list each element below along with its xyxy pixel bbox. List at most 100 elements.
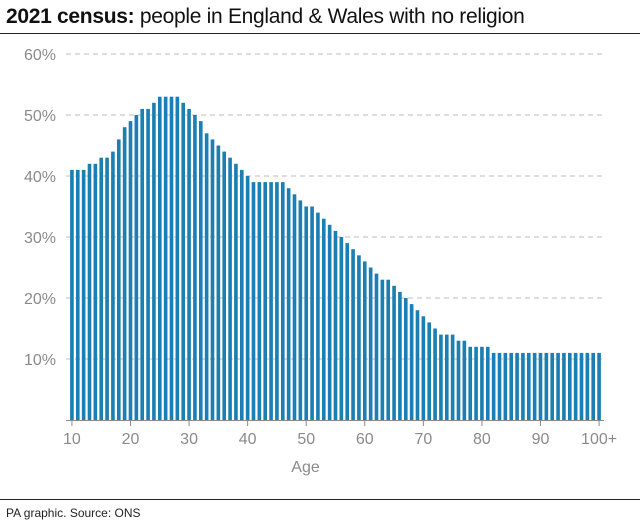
bar-age-87	[521, 352, 525, 420]
bar-age-48	[292, 194, 297, 420]
bar-age-26	[163, 96, 168, 420]
bar-age-30	[187, 108, 191, 421]
bar-age-32	[198, 121, 203, 420]
bar-age-40	[245, 176, 250, 420]
bar-age-68	[409, 304, 414, 420]
bar-age-55	[333, 230, 338, 420]
bar-age-96	[573, 352, 578, 420]
bar-age-28	[175, 96, 180, 420]
bar-age-45	[275, 182, 279, 420]
bar-age-61	[368, 267, 373, 420]
bar-age-57	[345, 243, 350, 420]
bar-age-36	[222, 151, 227, 420]
bar-age-21	[134, 115, 139, 420]
bar-age-89	[532, 352, 537, 420]
no-religion-bar-chart: 60% 50% 40% 30% 20% 10% 10 20 30 40 50 60 70 80 90 100+…	[24, 47, 617, 476]
title-rule	[0, 33, 640, 34]
bar-age-59	[357, 255, 361, 420]
x-tick-label: 50	[297, 431, 315, 448]
chart-title-rest: people in England & Wales with no religi…	[134, 5, 525, 28]
bar-age-81	[485, 346, 490, 420]
bar-age-37	[228, 157, 232, 420]
bar-age-86	[515, 352, 519, 420]
bar-age-12	[81, 169, 86, 420]
bar-age-27	[169, 96, 174, 420]
bar-age-18	[116, 139, 121, 420]
bar-age-16	[105, 157, 109, 420]
bar-age-31	[193, 115, 197, 420]
x-tick-label: 60	[356, 431, 374, 448]
bar-age-35	[216, 145, 221, 420]
y-tick-label: 10%	[24, 352, 56, 369]
bar-age-70	[421, 316, 426, 420]
bar-age-97	[579, 352, 584, 420]
bar-age-11	[75, 169, 80, 420]
bar-age-64	[386, 279, 391, 420]
y-tick-label: 50%	[24, 108, 56, 125]
bar-age-100	[597, 352, 601, 420]
x-axis-label: Age	[291, 459, 320, 476]
bar-age-54	[327, 224, 332, 420]
bar-age-20	[128, 121, 133, 420]
bar-age-23	[146, 108, 150, 421]
bar-age-52	[316, 212, 320, 420]
bar-age-43	[263, 182, 268, 420]
bar-age-34	[210, 139, 215, 420]
bar-age-58	[351, 249, 355, 420]
x-tick-label: 40	[239, 431, 257, 448]
bar-age-73	[439, 334, 443, 420]
bar-age-74	[444, 334, 449, 420]
bar-age-94	[562, 352, 566, 420]
bar-age-84	[503, 352, 508, 420]
bar-age-62	[374, 273, 379, 420]
x-tick-label: 90	[532, 431, 550, 448]
y-tick-label: 40%	[24, 169, 56, 186]
bar-age-93	[556, 352, 560, 420]
bar-age-92	[550, 352, 555, 420]
x-tick-label: 100+	[581, 431, 617, 448]
bar-age-49	[298, 200, 303, 420]
bar-age-33	[204, 133, 209, 421]
bar-age-29	[181, 102, 186, 421]
x-tick-label: 30	[180, 431, 198, 448]
bar-age-41	[251, 182, 256, 420]
bar-age-90	[538, 352, 543, 420]
chart-title-bold: 2021 census:	[6, 5, 135, 28]
bar-age-77	[462, 340, 467, 420]
bar-age-42	[257, 182, 262, 420]
bar-age-15	[99, 157, 104, 420]
y-tick-label: 60%	[24, 47, 56, 64]
bar-age-63	[380, 279, 385, 420]
bar-age-46	[280, 182, 285, 420]
bar-age-95	[567, 352, 572, 420]
bar-age-83	[497, 352, 502, 420]
bar-age-69	[415, 310, 420, 420]
bar-age-38	[234, 163, 238, 421]
bar-age-65	[392, 285, 396, 420]
bar-age-17	[111, 151, 115, 420]
x-tick-label: 70	[414, 431, 432, 448]
bar-age-60	[362, 261, 367, 420]
y-tick-label: 30%	[24, 230, 56, 247]
bar-age-24	[152, 102, 156, 421]
bar-age-56	[339, 237, 344, 420]
bar-age-82	[491, 352, 496, 420]
bar-age-75	[450, 334, 455, 420]
bar-age-47	[286, 188, 291, 420]
bar-age-66	[398, 291, 402, 420]
bar-age-19	[122, 127, 127, 420]
bar-age-79	[474, 346, 478, 420]
bar-age-85	[509, 352, 514, 420]
x-tick-label: 20	[122, 431, 140, 448]
bar-age-72	[433, 328, 437, 420]
bar-age-99	[591, 352, 596, 420]
bar-age-14	[93, 163, 98, 421]
bar-age-88	[526, 352, 531, 420]
bar-age-22	[140, 108, 145, 421]
bar-age-78	[468, 346, 473, 420]
bar-age-51	[310, 206, 314, 420]
bar-age-67	[403, 298, 408, 420]
footer-rule	[0, 499, 640, 500]
bar-age-39	[239, 169, 244, 420]
bar-age-91	[544, 352, 549, 420]
